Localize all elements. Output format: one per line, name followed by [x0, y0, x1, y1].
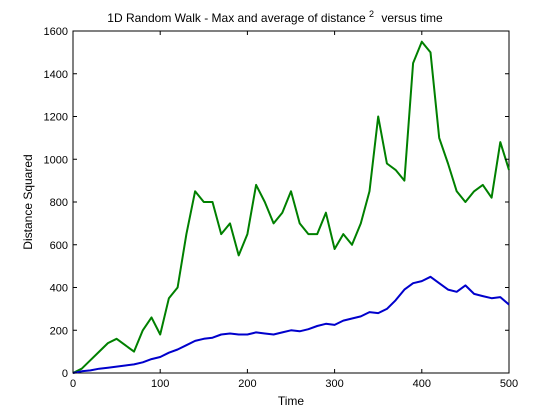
plot-area: 0 100 200 300 400 500 0 200 400 600 800 1000 1200 140…	[44, 26, 519, 390]
y-tick-label: 400	[50, 283, 68, 295]
chart-title: 1D Random Walk - Max and average of dist…	[107, 6, 443, 25]
y-tick-label: 0	[62, 368, 68, 380]
x-tick-label: 200	[238, 378, 256, 390]
x-tick-label: 400	[413, 378, 431, 390]
y-axis-label: Distance Squared	[21, 154, 35, 249]
axes-box	[72, 30, 510, 374]
ticks-layer: 0 100 200 300 400 500 0 200 400 600 800 1000 1200 140…	[44, 26, 519, 390]
y-tick-label: 600	[50, 240, 68, 252]
x-tick-label: 100	[151, 378, 169, 390]
x-tick-label: 500	[500, 378, 518, 390]
series-layer	[72, 40, 510, 374]
chart-title-superscript: 2	[369, 9, 374, 19]
y-tick-label: 1200	[44, 112, 68, 124]
series-line-1	[72, 40, 510, 374]
y-tick-label: 200	[50, 325, 68, 337]
y-tick-label: 1400	[44, 69, 68, 81]
x-tick-label: 0	[70, 378, 76, 390]
x-axis-label: Time	[278, 394, 305, 408]
y-tick-label: 1600	[44, 26, 68, 38]
chart-title-main: 1D Random Walk - Max and average of dist…	[107, 11, 366, 25]
x-tick-label: 300	[325, 378, 343, 390]
y-tick-label: 800	[50, 197, 68, 209]
chart-title-suffix: versus time	[381, 11, 443, 25]
series-line-2	[72, 275, 510, 374]
y-tick-label: 1000	[44, 154, 68, 166]
